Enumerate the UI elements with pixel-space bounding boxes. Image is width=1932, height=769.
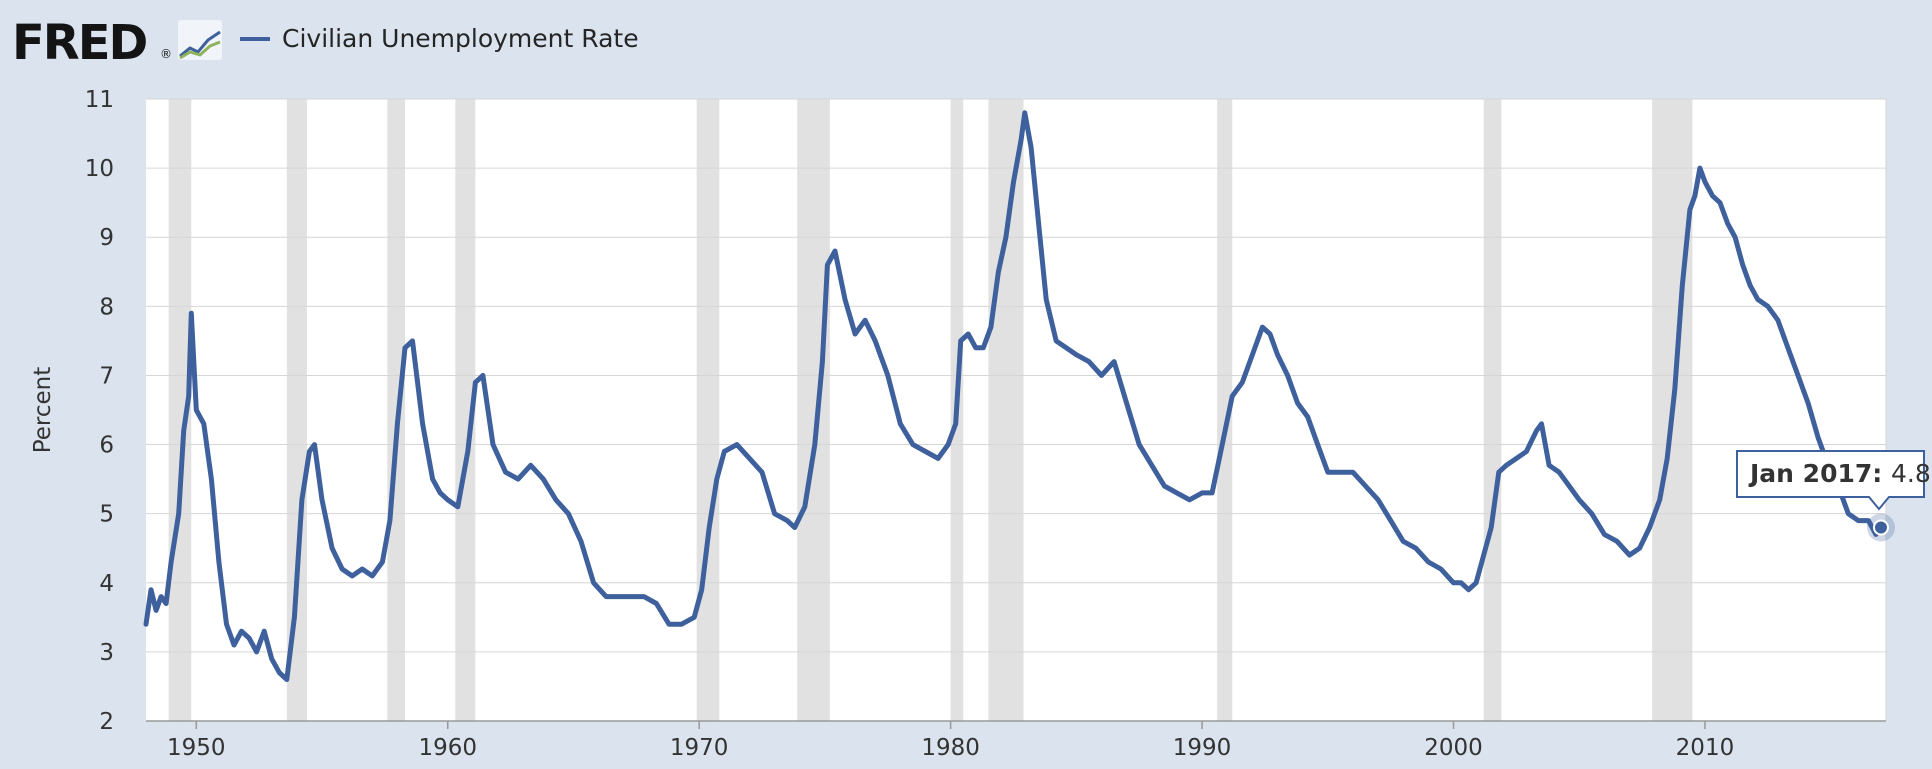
tooltip-date: Jan 2017 [1748, 459, 1872, 488]
recession-band [797, 99, 830, 721]
x-tick-label: 1980 [921, 735, 980, 761]
series-line [143, 110, 1884, 682]
series-group [143, 110, 1895, 682]
x-tick-label: 1990 [1173, 735, 1232, 761]
recession-band [455, 99, 476, 721]
tooltip: Jan 2017: 4.8 [1736, 450, 1931, 511]
tooltip-value: 4.8 [1891, 459, 1931, 488]
y-tick-label: 3 [99, 640, 114, 666]
x-tick-label: 1950 [167, 735, 226, 761]
recession-band [286, 99, 307, 721]
y-tick-label: 9 [99, 225, 114, 251]
recession-band [1483, 99, 1502, 721]
x-tick-label: 1970 [670, 735, 729, 761]
legend-label: Civilian Unemployment Rate [282, 24, 639, 53]
x-tick-label: 2010 [1676, 735, 1735, 761]
brand-registered-mark: ® [160, 47, 172, 61]
x-tick-label: 1960 [418, 735, 477, 761]
recession-band [988, 99, 1024, 721]
recession-band [1217, 99, 1233, 721]
tooltip-box [1736, 450, 1925, 511]
brand-name: FRED [12, 15, 147, 71]
recession-bands [168, 99, 1693, 721]
fred-logo[interactable]: FRED ® [12, 15, 222, 71]
recession-band [387, 99, 405, 721]
recession-band [168, 99, 192, 721]
y-axis-title: Percent [30, 367, 56, 454]
y-axis-ticks: 2 3 4 5 6 7 8 9 10 11 [85, 87, 114, 735]
y-tick-label: 11 [85, 87, 114, 113]
y-tick-label: 4 [99, 571, 114, 597]
recession-band [696, 99, 720, 721]
x-tick-label: 2000 [1424, 735, 1483, 761]
x-axis-ticks: 1950 1960 1970 1980 1990 2000 2010 [167, 721, 1734, 761]
tooltip-separator: : [1872, 459, 1891, 488]
y-tick-label: 8 [99, 294, 114, 320]
line-chart-icon [178, 20, 222, 60]
legend: Civilian Unemployment Rate [240, 24, 639, 53]
y-tick-label: 7 [99, 363, 114, 389]
y-tick-label: 6 [99, 433, 114, 459]
y-tick-label: 5 [99, 502, 114, 528]
y-tick-label: 2 [99, 709, 114, 735]
y-tick-label: 10 [85, 156, 114, 182]
tooltip-text: Jan 2017: 4.8 [1748, 459, 1931, 488]
data-point [1872, 519, 1889, 536]
